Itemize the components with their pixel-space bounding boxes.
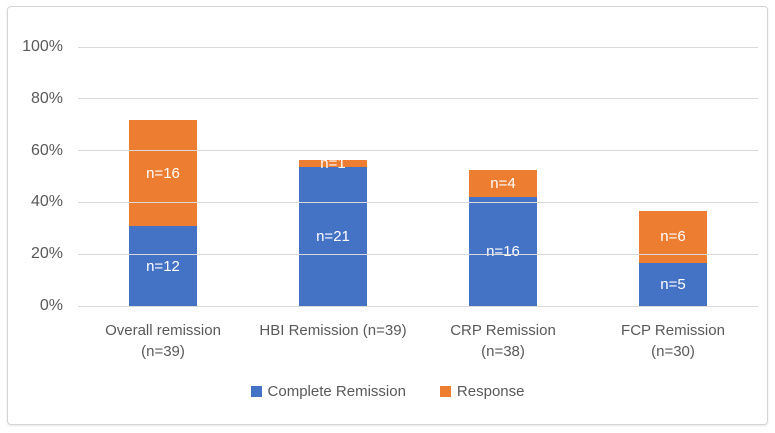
legend-swatch-icon (250, 386, 262, 397)
legend-item: Complete Remission (250, 383, 406, 400)
x-category-label-line: HBI Remission (n=39) (259, 322, 407, 339)
bar-value-label: n=21 (316, 227, 350, 245)
legend-label: Complete Remission (267, 383, 406, 400)
legend-item: Response (439, 383, 525, 400)
gridline (78, 150, 758, 152)
x-category-label: HBI Remission (n=39) (248, 320, 418, 362)
y-tick-label: 60% (30, 141, 63, 159)
bar-value-label: n=6 (660, 228, 686, 246)
y-tick-label: 40% (30, 193, 63, 211)
x-category-label-line: CRP Remission (450, 322, 556, 339)
bar-segment-response: n=1 (299, 156, 367, 171)
gridline (78, 253, 758, 255)
bar-value-label: n=16 (486, 242, 520, 260)
bar-segment-response: n=4 (469, 169, 537, 197)
bar-value-label: n=4 (490, 174, 516, 192)
y-tick-label: 100% (22, 38, 63, 55)
bar-value-label: n=1 (320, 154, 346, 172)
gridline (78, 305, 758, 307)
stacked-bar: n=5 n=6 (639, 47, 707, 306)
y-tick-label: 20% (30, 245, 63, 263)
x-category-label-line: Overall remission (105, 322, 221, 339)
legend: Complete Remission Response (8, 383, 767, 400)
x-category-label-line: (n=38) (481, 343, 525, 360)
legend-swatch-icon (439, 386, 451, 397)
bar-segment-complete-remission: n=16 (469, 196, 537, 306)
bar-column: n=12 n=16 (78, 47, 248, 306)
y-axis: 100% 80% 60% 40% 20% 0% (8, 38, 63, 314)
bar-value-label: n=5 (660, 275, 686, 293)
chart-card: 100% 80% 60% 40% 20% 0% n=12 n=16 n=21 n=1 n=16 n=… (7, 6, 768, 425)
x-category-label: FCP Remission (n=30) (588, 320, 758, 362)
bar-column: n=16 n=4 (418, 47, 588, 306)
gridline (78, 201, 758, 203)
bar-columns: n=12 n=16 n=21 n=1 n=16 n=4 n=5 n=6 (78, 47, 758, 306)
bar-segment-complete-remission: n=5 (639, 262, 707, 306)
x-axis-labels: Overall remission (n=39) HBI Remission (n=… (78, 320, 758, 362)
stacked-bar: n=21 n=1 (299, 47, 367, 306)
x-category-label: Overall remission (n=39) (78, 320, 248, 362)
bar-column: n=5 n=6 (588, 47, 758, 306)
y-tick-label: 0% (39, 297, 63, 314)
x-category-label-line: (n=30) (651, 343, 695, 360)
stacked-bar: n=12 n=16 (129, 47, 197, 306)
bar-column: n=21 n=1 (248, 47, 418, 306)
x-category-label: CRP Remission (n=38) (418, 320, 588, 362)
bar-segment-response: n=6 (639, 211, 707, 263)
bar-value-label: n=12 (146, 257, 180, 275)
bar-value-label: n=16 (146, 164, 180, 182)
gridline (78, 98, 758, 100)
x-category-label-line: (n=39) (141, 343, 185, 360)
bar-segment-complete-remission: n=21 (299, 166, 367, 306)
y-tick-label: 80% (30, 89, 63, 107)
gridline (78, 46, 758, 48)
bar-segment-response: n=16 (129, 120, 197, 227)
bar-segment-complete-remission: n=12 (129, 226, 197, 306)
x-category-label-line: FCP Remission (621, 322, 725, 339)
stacked-bar: n=16 n=4 (469, 47, 537, 306)
plot-area: n=12 n=16 n=21 n=1 n=16 n=4 n=5 n=6 (78, 46, 758, 307)
legend-label: Response (456, 383, 525, 400)
